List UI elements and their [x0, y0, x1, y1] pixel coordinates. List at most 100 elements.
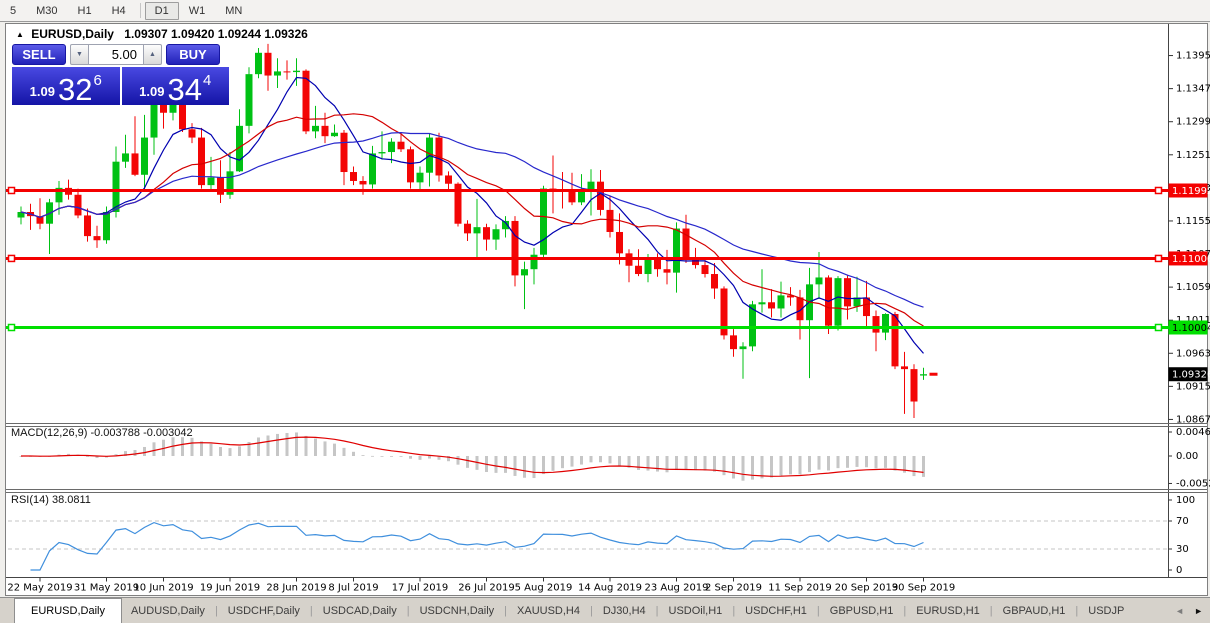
macd-bar: [95, 456, 99, 459]
volume-input[interactable]: [89, 44, 143, 65]
timeframe-button-5[interactable]: 5: [10, 4, 17, 17]
macd-bar: [523, 456, 526, 478]
tab-USDCHF,Daily[interactable]: USDCHF,Daily: [227, 604, 300, 617]
macd-bar: [371, 455, 374, 457]
line-handle[interactable]: [1154, 323, 1163, 332]
date-axis-label: 30 Sep 2019: [892, 583, 955, 594]
price-axis-label: 1.09150: [1176, 381, 1210, 392]
tab-USDOil,H1[interactable]: USDOil,H1: [668, 604, 723, 617]
price-badge-label: 1.10004: [1172, 323, 1210, 334]
macd-bar: [143, 446, 146, 456]
line-handle[interactable]: [1154, 254, 1163, 263]
macd-axis-label: 0.00: [1176, 451, 1198, 462]
tab-scroll-left-icon[interactable]: ◄: [1175, 605, 1185, 616]
macd-bar: [836, 456, 840, 469]
timeframe-button-M30[interactable]: M30: [36, 4, 58, 17]
sell-button[interactable]: SELL: [12, 44, 66, 65]
date-axis-label: 17 Jul 2019: [392, 583, 449, 594]
macd-bar: [114, 454, 118, 456]
chart-tabs: ◄ ► EURUSD,Daily AUDUSD,Daily | USDCHF,Dail…: [0, 597, 1210, 623]
line-handle[interactable]: [1154, 186, 1163, 195]
volume-increase-button[interactable]: ▲: [143, 44, 162, 65]
timeframe-button-D1[interactable]: D1: [144, 1, 179, 20]
tab-separator: |: [732, 604, 736, 617]
macd-bar: [295, 432, 298, 456]
tab-EURUSD,H1[interactable]: EURUSD,H1: [916, 604, 980, 617]
macd-bar: [703, 456, 707, 471]
line-handle[interactable]: [7, 323, 16, 332]
date-axis-label: 26 Jul 2019: [458, 583, 515, 594]
tab-AUDUSD,Daily[interactable]: AUDUSD,Daily: [130, 604, 205, 617]
macd-bar: [618, 456, 621, 466]
macd-bar: [532, 456, 536, 479]
tab-separator: |: [309, 604, 313, 617]
macd-bar: [751, 456, 754, 480]
macd-bar: [314, 438, 317, 456]
timeframe-button-H4[interactable]: H4: [111, 4, 126, 17]
tab-EURUSD,Daily[interactable]: EURUSD,Daily: [14, 598, 122, 623]
macd-bar: [390, 456, 393, 457]
macd-bar: [627, 456, 631, 468]
macd-bar: [494, 456, 498, 473]
tab-USDCNH,Daily[interactable]: USDCNH,Daily: [419, 604, 495, 617]
tab-USDCAD,Daily[interactable]: USDCAD,Daily: [322, 604, 397, 617]
buy-price-box[interactable]: 1.09 34 4: [121, 67, 229, 105]
line-handle[interactable]: [7, 254, 16, 263]
macd-bar: [266, 435, 270, 456]
macd-bar: [893, 456, 897, 471]
macd-bar: [124, 451, 127, 456]
timeframe-button-MN[interactable]: MN: [225, 4, 243, 17]
macd-bar: [542, 456, 545, 475]
rsi-indicator-label: RSI(14) 38.0811: [11, 494, 91, 506]
price-badge-1.10004: [1168, 320, 1208, 335]
date-axis-label: 20 Sep 2019: [835, 583, 898, 594]
macd-bar: [599, 456, 602, 463]
macd-bar: [513, 456, 517, 476]
tab-GBPAUD,H1[interactable]: GBPAUD,H1: [1002, 604, 1066, 617]
macd-bar: [190, 437, 194, 456]
sell-price-point: 6: [93, 72, 102, 89]
tab-GBPUSD,H1[interactable]: GBPUSD,H1: [829, 604, 894, 617]
rsi-axis-label: 100: [1176, 495, 1195, 506]
macd-bar: [333, 443, 336, 456]
ma-line-30: [20, 131, 924, 308]
date-axis-label: 19 Jun 2019: [200, 583, 260, 594]
tab-USDCHF,H1[interactable]: USDCHF,H1: [745, 604, 807, 617]
macd-bar: [447, 456, 450, 462]
timeframe-button-W1[interactable]: W1: [188, 4, 206, 17]
timeframe-toolbar: 5 M30 H1 H4 D1 W1 MN: [0, 0, 1210, 22]
macd-bar: [722, 456, 726, 476]
macd-bar: [238, 446, 241, 456]
spinner-up-icon: ▲: [149, 51, 156, 58]
rsi-axis-label: 70: [1176, 516, 1189, 527]
tab-separator: |: [406, 604, 410, 617]
macd-bar: [855, 456, 859, 467]
tab-scroll-right-icon[interactable]: ►: [1194, 605, 1203, 616]
volume-decrease-button[interactable]: ▼: [70, 44, 89, 65]
price-axis-label: 1.13950: [1176, 51, 1210, 62]
buy-button[interactable]: BUY: [166, 44, 220, 65]
macd-bar: [323, 441, 327, 456]
price-axis-label: 1.09630: [1176, 348, 1210, 359]
line-handle[interactable]: [7, 186, 16, 195]
tab-scroll-controls: ◄ ►: [1167, 598, 1207, 623]
date-axis-label: 10 Jun 2019: [133, 583, 193, 594]
tab-XAUUSD,H4[interactable]: XAUUSD,H4: [517, 604, 580, 617]
timeframe-button-H1[interactable]: H1: [77, 4, 92, 17]
macd-bar: [608, 456, 612, 464]
macd-bar: [770, 456, 773, 478]
macd-bar: [570, 456, 574, 467]
macd-bar: [779, 456, 783, 476]
macd-bar: [257, 437, 260, 456]
macd-bar: [912, 456, 916, 477]
collapse-panel-icon[interactable]: ▲: [16, 30, 24, 39]
tab-USDJP[interactable]: USDJP: [1088, 604, 1125, 617]
macd-bar: [732, 456, 735, 479]
sell-price-box[interactable]: 1.09 32 6: [12, 67, 120, 105]
macd-bar: [580, 456, 583, 465]
macd-bar: [874, 456, 878, 469]
tab-DJ30,H4[interactable]: DJ30,H4: [602, 604, 646, 617]
macd-bar: [561, 456, 564, 469]
date-axis-label: 22 May 2019: [7, 583, 72, 594]
